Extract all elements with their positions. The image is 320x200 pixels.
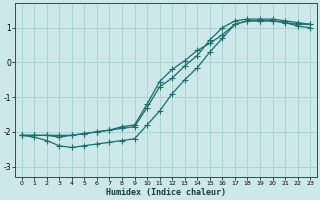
X-axis label: Humidex (Indice chaleur): Humidex (Indice chaleur) bbox=[106, 188, 226, 197]
